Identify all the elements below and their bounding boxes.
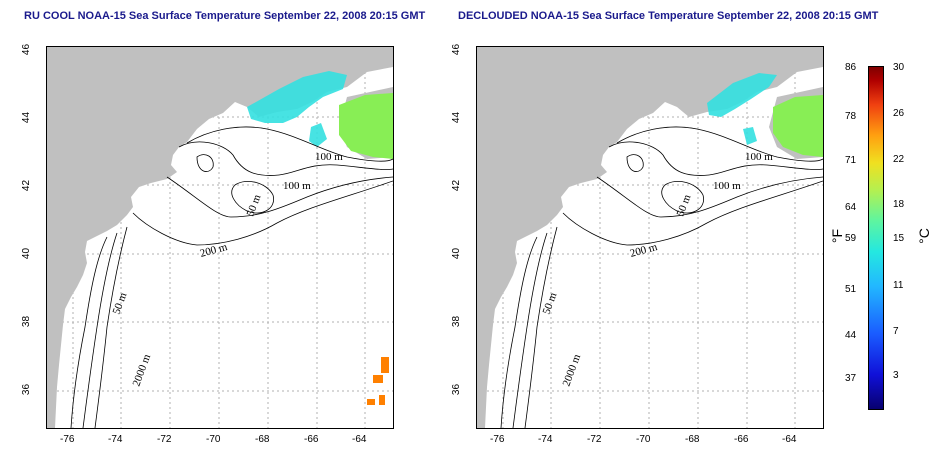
land-mass bbox=[477, 47, 823, 428]
colorbar-c-label: 30 bbox=[893, 62, 905, 73]
x-tick-right: -76 bbox=[490, 434, 505, 445]
colorbar-f-label: 37 bbox=[845, 373, 857, 384]
contour-label: 200 m bbox=[629, 241, 659, 260]
x-tick-right: -74 bbox=[538, 434, 553, 445]
x-tick-left: -68 bbox=[255, 434, 270, 445]
colorbar-c-label: 7 bbox=[893, 326, 899, 337]
x-tick-right: -64 bbox=[782, 434, 797, 445]
sst-cool-patch bbox=[247, 71, 347, 123]
x-tick-left: -70 bbox=[206, 434, 221, 445]
y-tick-left: 44 bbox=[21, 111, 33, 124]
colorbar-c-label: 11 bbox=[893, 280, 904, 291]
y-tick-right: 46 bbox=[451, 43, 463, 56]
contour-label: 50 m bbox=[675, 193, 694, 218]
land-mass bbox=[47, 47, 393, 428]
sst-map-raw[interactable]: 100 m 100 m 50 m 200 m 50 m 2000 m bbox=[46, 46, 394, 429]
y-tick-right: 44 bbox=[451, 111, 463, 124]
contour-label: 100 m bbox=[283, 180, 311, 192]
x-tick-left: -66 bbox=[304, 434, 319, 445]
sst-cool-patch bbox=[707, 73, 777, 117]
sst-map-raw-svg: 100 m 100 m 50 m 200 m 50 m 2000 m bbox=[47, 47, 393, 428]
map-title-right: DECLOUDED NOAA-15 Sea Surface Temperatur… bbox=[458, 10, 879, 22]
y-tick-left: 36 bbox=[21, 383, 33, 396]
y-tick-right: 36 bbox=[451, 383, 463, 396]
colorbar-c-label: 18 bbox=[893, 199, 905, 210]
y-tick-left: 40 bbox=[21, 247, 33, 260]
sst-mid-patch bbox=[773, 95, 823, 157]
map-title-left: RU COOL NOAA-15 Sea Surface Temperature … bbox=[24, 10, 426, 22]
colorbar-c-label: 3 bbox=[893, 370, 899, 381]
contour-label: 100 m bbox=[713, 180, 741, 192]
bathymetry-contours bbox=[70, 126, 393, 428]
y-tick-right: 38 bbox=[451, 315, 463, 328]
contour-label: 50 m bbox=[111, 291, 130, 316]
x-tick-right: -72 bbox=[587, 434, 602, 445]
sst-map-declouded[interactable]: 100 m 100 m 50 m 200 m 50 m 2000 m bbox=[476, 46, 824, 429]
y-tick-left: 38 bbox=[21, 315, 33, 328]
colorbar-f-label: 78 bbox=[845, 111, 857, 122]
fahrenheit-unit: °F bbox=[829, 228, 846, 244]
contour-label: 200 m bbox=[199, 241, 229, 260]
y-tick-right: 42 bbox=[451, 179, 463, 192]
y-tick-left: 42 bbox=[21, 179, 33, 192]
colorbar-c-label: 26 bbox=[893, 108, 905, 119]
temperature-colorbar bbox=[868, 66, 884, 410]
contour-label: 100 m bbox=[315, 151, 343, 163]
colorbar-f-label: 86 bbox=[845, 62, 857, 73]
x-tick-right: -66 bbox=[734, 434, 749, 445]
contour-label: 50 m bbox=[245, 193, 264, 218]
x-tick-left: -74 bbox=[108, 434, 123, 445]
contour-label: 100 m bbox=[745, 151, 773, 163]
x-tick-right: -70 bbox=[636, 434, 651, 445]
sst-map-declouded-svg: 100 m 100 m 50 m 200 m 50 m 2000 m bbox=[477, 47, 823, 428]
contour-label: 50 m bbox=[541, 291, 560, 316]
sst-warm-patches bbox=[367, 357, 389, 405]
colorbar-c-label: 22 bbox=[893, 154, 905, 165]
x-tick-left: -76 bbox=[60, 434, 75, 445]
x-tick-left: -64 bbox=[352, 434, 367, 445]
colorbar-f-label: 71 bbox=[845, 155, 857, 166]
colorbar-f-label: 44 bbox=[845, 330, 857, 341]
colorbar-f-label: 51 bbox=[845, 284, 857, 295]
colorbar-f-label: 64 bbox=[845, 202, 857, 213]
x-tick-left: -72 bbox=[157, 434, 172, 445]
y-tick-right: 40 bbox=[451, 247, 463, 260]
contour-label: 2000 m bbox=[561, 352, 584, 388]
x-tick-right: -68 bbox=[685, 434, 700, 445]
colorbar-f-label: 59 bbox=[845, 233, 857, 244]
contour-label: 2000 m bbox=[131, 352, 154, 388]
bathymetry-contours bbox=[500, 126, 823, 428]
sst-mid-patch bbox=[339, 93, 393, 159]
colorbar-c-label: 15 bbox=[893, 233, 905, 244]
y-tick-left: 46 bbox=[21, 43, 33, 56]
celsius-unit: °C bbox=[915, 228, 932, 244]
